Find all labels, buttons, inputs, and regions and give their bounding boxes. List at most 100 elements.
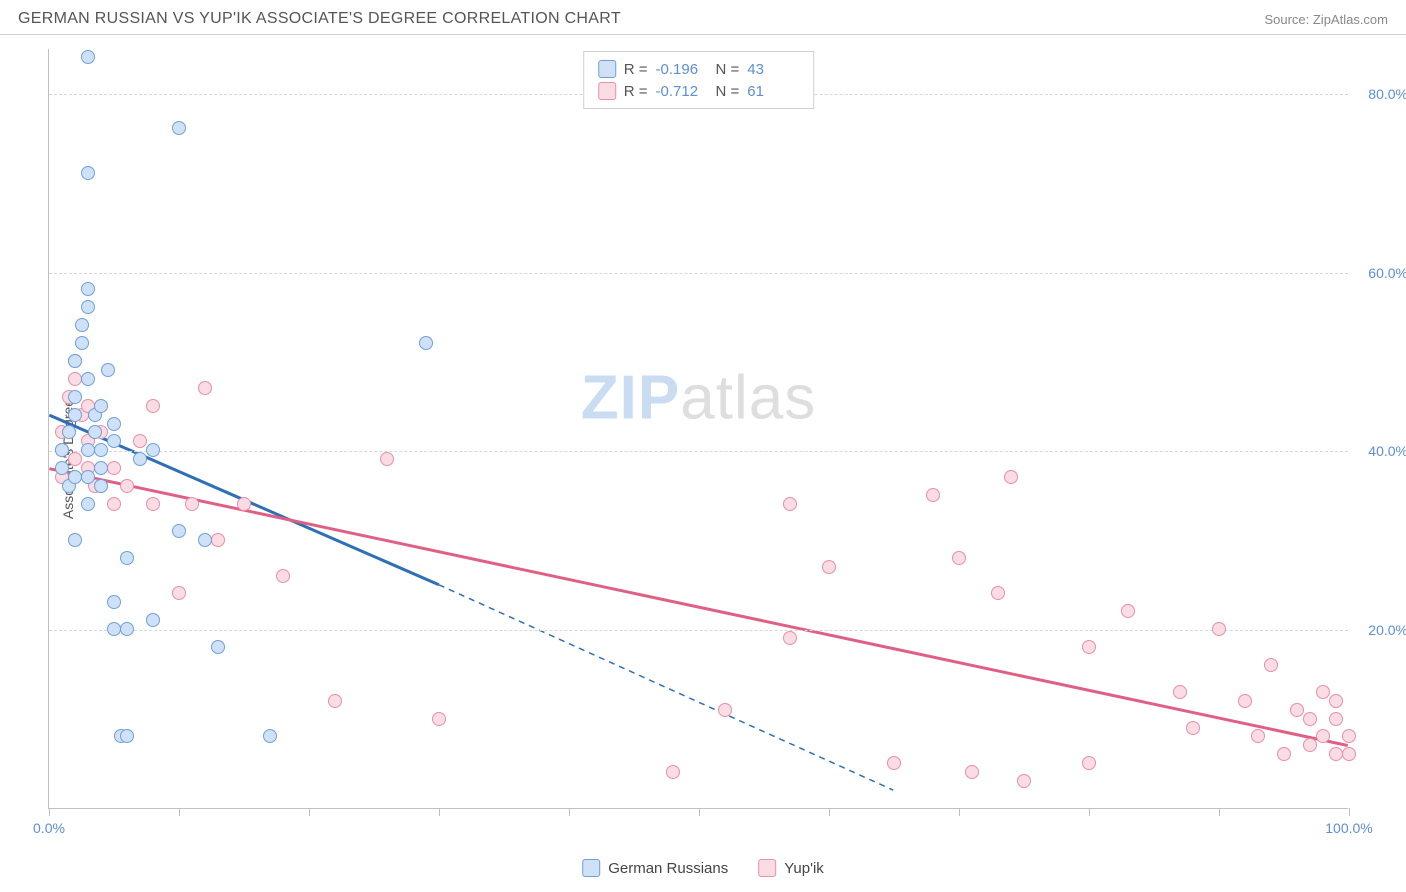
- scatter-point-yupik: [1342, 729, 1356, 743]
- scatter-point-german: [419, 336, 433, 350]
- source-name: ZipAtlas.com: [1313, 12, 1388, 27]
- trendline: [439, 585, 893, 790]
- scatter-point-german: [68, 354, 82, 368]
- source-prefix: Source:: [1264, 12, 1312, 27]
- x-tick: [959, 808, 960, 816]
- scatter-point-german: [146, 443, 160, 457]
- x-tick: [569, 808, 570, 816]
- scatter-point-german: [94, 479, 108, 493]
- scatter-point-yupik: [1329, 747, 1343, 761]
- swatch-german-icon: [582, 859, 600, 877]
- scatter-point-german: [81, 443, 95, 457]
- scatter-point-yupik: [1251, 729, 1265, 743]
- scatter-point-german: [198, 533, 212, 547]
- scatter-point-yupik: [1303, 712, 1317, 726]
- scatter-point-german: [81, 470, 95, 484]
- scatter-point-yupik: [1329, 712, 1343, 726]
- x-tick: [179, 808, 180, 816]
- correlation-row-german: R = -0.196 N = 43: [598, 58, 800, 80]
- y-tick-label: 40.0%: [1353, 443, 1406, 459]
- scatter-point-german: [120, 551, 134, 565]
- legend-label-yupik: Yup'ik: [784, 860, 824, 877]
- scatter-point-german: [94, 399, 108, 413]
- x-tick-label: 100.0%: [1325, 820, 1372, 836]
- scatter-point-yupik: [1277, 747, 1291, 761]
- scatter-point-yupik: [1238, 694, 1252, 708]
- scatter-point-yupik: [172, 586, 186, 600]
- scatter-point-german: [146, 613, 160, 627]
- scatter-point-yupik: [68, 372, 82, 386]
- scatter-point-yupik: [237, 497, 251, 511]
- scatter-point-german: [68, 533, 82, 547]
- scatter-point-german: [107, 595, 121, 609]
- scatter-point-german: [62, 425, 76, 439]
- scatter-point-german: [88, 425, 102, 439]
- r-label: R =: [624, 61, 648, 78]
- scatter-point-yupik: [107, 497, 121, 511]
- x-tick-label: 0.0%: [33, 820, 65, 836]
- scatter-point-yupik: [1173, 685, 1187, 699]
- correlation-legend: R = -0.196 N = 43 R = -0.712 N = 61: [583, 51, 815, 109]
- n-label: N =: [716, 61, 740, 78]
- scatter-point-yupik: [1212, 622, 1226, 636]
- series-legend: German Russians Yup'ik: [582, 859, 824, 877]
- legend-item-german: German Russians: [582, 859, 728, 877]
- n-value-german: 43: [747, 61, 799, 78]
- scatter-point-yupik: [1082, 756, 1096, 770]
- scatter-point-yupik: [432, 712, 446, 726]
- gridline-h: [49, 451, 1348, 452]
- scatter-point-german: [75, 318, 89, 332]
- y-tick-label: 20.0%: [1353, 622, 1406, 638]
- scatter-point-yupik: [133, 434, 147, 448]
- gridline-h: [49, 630, 1348, 631]
- scatter-point-yupik: [380, 452, 394, 466]
- legend-label-german: German Russians: [608, 860, 728, 877]
- scatter-point-yupik: [1004, 470, 1018, 484]
- scatter-point-yupik: [211, 533, 225, 547]
- scatter-point-german: [68, 390, 82, 404]
- scatter-point-yupik: [1316, 729, 1330, 743]
- chart-area: Associate's Degree ZIPatlas R = -0.196 N…: [0, 35, 1406, 883]
- y-tick-label: 60.0%: [1353, 265, 1406, 281]
- scatter-point-german: [81, 50, 95, 64]
- scatter-point-german: [81, 282, 95, 296]
- scatter-point-yupik: [146, 399, 160, 413]
- scatter-point-german: [107, 417, 121, 431]
- scatter-point-german: [107, 434, 121, 448]
- scatter-point-yupik: [952, 551, 966, 565]
- n-label: N =: [716, 83, 740, 100]
- scatter-point-german: [133, 452, 147, 466]
- scatter-point-yupik: [276, 569, 290, 583]
- scatter-point-german: [120, 729, 134, 743]
- scatter-point-german: [81, 497, 95, 511]
- scatter-point-german: [101, 363, 115, 377]
- chart-title: GERMAN RUSSIAN VS YUP'IK ASSOCIATE'S DEG…: [18, 10, 621, 28]
- x-tick: [829, 808, 830, 816]
- r-value-german: -0.196: [656, 61, 708, 78]
- scatter-point-yupik: [68, 452, 82, 466]
- scatter-point-yupik: [991, 586, 1005, 600]
- source-attribution: Source: ZipAtlas.com: [1264, 12, 1388, 27]
- scatter-point-yupik: [1121, 604, 1135, 618]
- scatter-point-german: [94, 461, 108, 475]
- r-label: R =: [624, 83, 648, 100]
- scatter-point-yupik: [1342, 747, 1356, 761]
- scatter-point-yupik: [146, 497, 160, 511]
- swatch-yupik-icon: [598, 82, 616, 100]
- x-tick: [49, 808, 50, 816]
- scatter-point-yupik: [120, 479, 134, 493]
- scatter-point-yupik: [666, 765, 680, 779]
- scatter-point-yupik: [1186, 721, 1200, 735]
- scatter-point-german: [55, 461, 69, 475]
- legend-item-yupik: Yup'ik: [758, 859, 824, 877]
- scatter-point-german: [81, 372, 95, 386]
- swatch-german-icon: [598, 60, 616, 78]
- scatter-point-german: [75, 336, 89, 350]
- scatter-point-german: [94, 443, 108, 457]
- scatter-point-german: [263, 729, 277, 743]
- scatter-point-yupik: [1303, 738, 1317, 752]
- x-tick: [1089, 808, 1090, 816]
- scatter-point-yupik: [185, 497, 199, 511]
- scatter-point-yupik: [887, 756, 901, 770]
- scatter-point-german: [55, 443, 69, 457]
